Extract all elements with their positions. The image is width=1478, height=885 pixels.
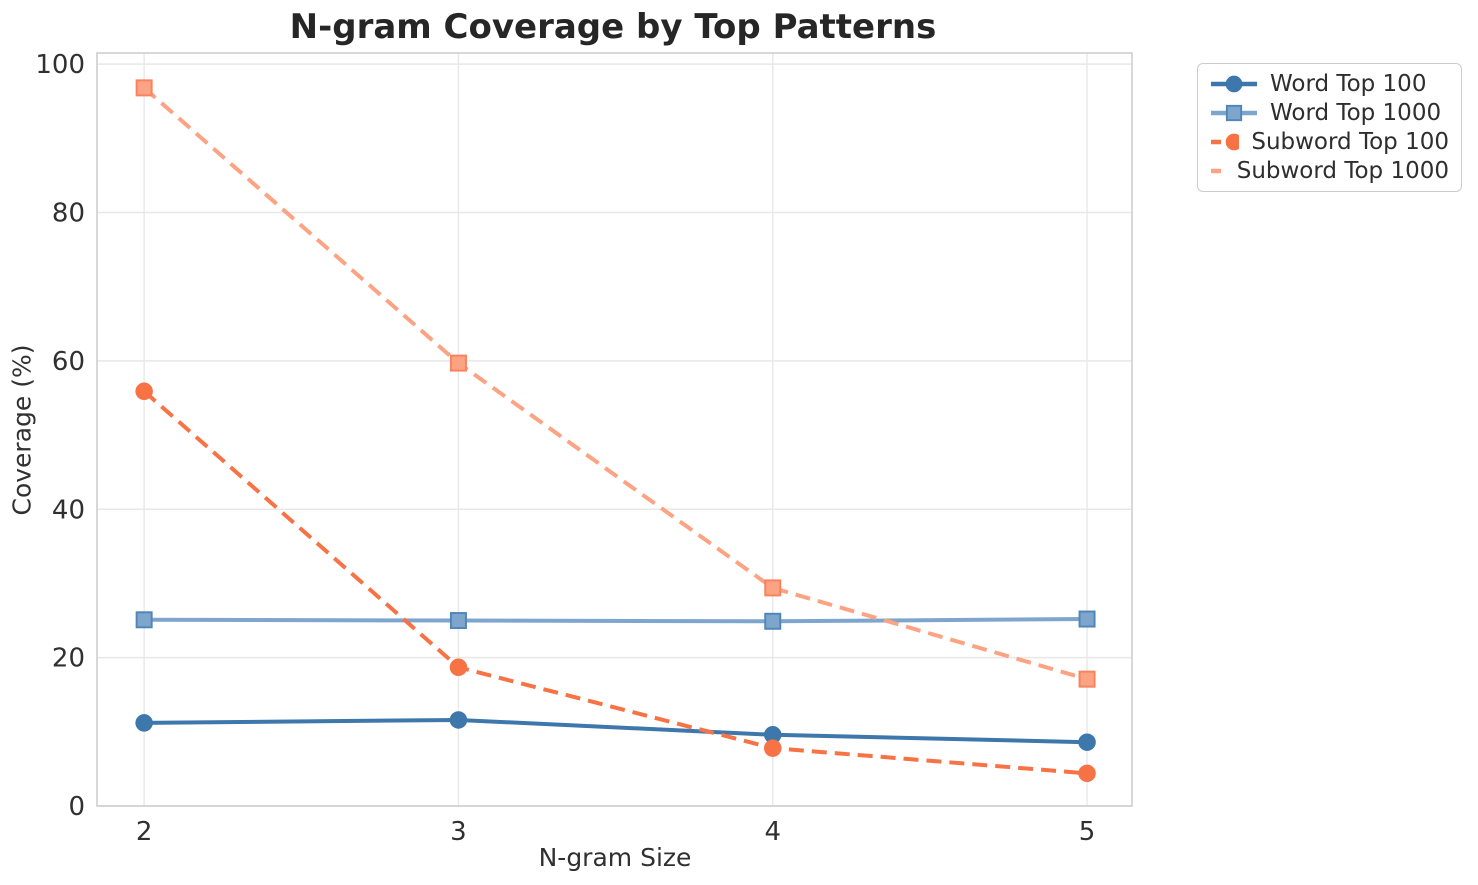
series-2-marker-x3 [449, 658, 468, 677]
y-tick-label-0: 0 [68, 792, 85, 822]
x-tick-label-2: 2 [136, 817, 153, 847]
x-tick-label-4: 4 [764, 817, 781, 847]
y-tick-label-60: 60 [52, 347, 85, 377]
series-3-marker-x2 [135, 79, 153, 97]
legend-label: Word Top 1000 [1270, 99, 1442, 126]
x-tick-label-5: 5 [1079, 817, 1096, 847]
y-tick-label-40: 40 [52, 495, 85, 525]
series-3-marker-x5 [1078, 670, 1096, 688]
y-tick-label-20: 20 [52, 644, 85, 674]
series-1-marker-x3 [449, 612, 467, 630]
legend-swatch-subword-top-100 [1211, 133, 1240, 151]
series-0-marker-x3 [449, 711, 468, 729]
series-2-marker-x5 [1078, 764, 1096, 783]
series-line-1 [144, 617, 1088, 624]
chart-title: N-gram Coverage by Top Patterns [289, 7, 937, 47]
legend-label: Subword Top 1000 [1236, 158, 1449, 185]
legend-swatch-word-top-1000 [1211, 104, 1257, 121]
plot-border [96, 52, 1133, 807]
legend-item-subword-top-1000: Subword Top 1000 [1210, 157, 1449, 186]
series-line-0 [144, 717, 1088, 745]
y-axis-label: Coverage (%) [7, 344, 37, 516]
series-2-marker-x2 [135, 382, 153, 401]
y-tick-label-100: 100 [35, 50, 85, 80]
legend-label: Subword Top 100 [1251, 129, 1449, 156]
legend-item-subword-top-100: Subword Top 100 [1210, 128, 1449, 157]
y-tick-label-80: 80 [52, 199, 85, 229]
series-1-marker-x5 [1078, 610, 1096, 628]
series-1-marker-x2 [135, 611, 153, 629]
legend: Word Top 100 Word Top 1000 Subword Top 1… [1197, 63, 1462, 192]
legend-swatch-marker [1225, 104, 1243, 121]
legend-swatch-subword-top-1000 [1211, 169, 1225, 174]
series-3-marker-x4 [764, 579, 782, 597]
series-0-marker-x2 [135, 714, 153, 732]
series-line-2 [142, 389, 1088, 776]
legend-item-word-top-1000: Word Top 1000 [1210, 98, 1449, 127]
series-2-marker-x4 [764, 739, 782, 757]
series-1-marker-x4 [764, 612, 782, 630]
x-axis-label: N-gram Size [538, 843, 692, 872]
legend-item-word-top-100: Word Top 100 [1210, 69, 1449, 98]
x-tick-label-3: 3 [450, 817, 467, 847]
series-0-marker-x5 [1078, 733, 1096, 751]
series-line-3 [142, 86, 1088, 682]
legend-label: Word Top 100 [1270, 70, 1427, 97]
legend-swatch-marker [1225, 133, 1240, 151]
series-3-marker-x3 [449, 354, 467, 372]
legend-swatch-word-top-100 [1211, 75, 1257, 92]
legend-swatch-marker [1225, 75, 1243, 92]
